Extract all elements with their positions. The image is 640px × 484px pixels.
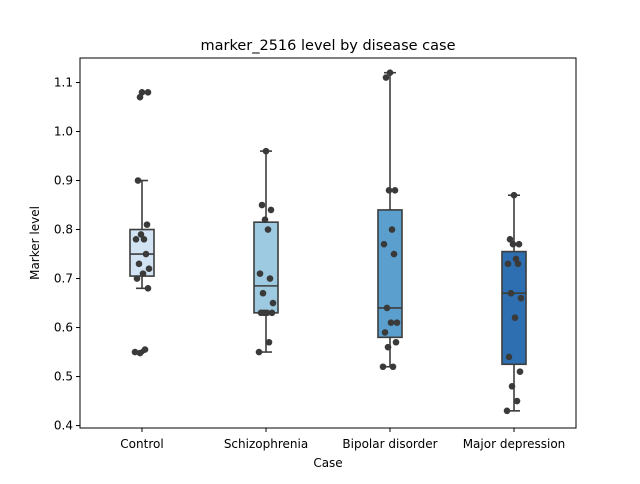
data-point [510,191,518,199]
data-point [136,349,144,357]
box-group-control [129,88,155,357]
data-point [144,285,152,292]
data-point [517,294,525,302]
data-point [143,221,151,228]
y-axis-label: Marker level [28,206,42,280]
data-point [145,265,153,273]
data-point [266,275,274,282]
box-iqr [501,250,527,366]
data-point [267,206,275,214]
data-point [136,93,144,101]
y-tick-label: 0.7 [54,272,73,286]
data-point [505,353,513,361]
x-tick-label: Bipolar disorder [342,437,437,451]
y-tick-label: 1.0 [54,125,73,139]
data-point [503,407,511,415]
chart-title: marker_2516 level by disease case [201,38,456,54]
data-point [511,314,519,322]
data-point [264,226,272,233]
x-axis-label: Case [313,456,342,470]
data-point [144,89,152,96]
data-point [137,231,145,238]
data-point [255,348,263,356]
chart-axes: 0.4 0.5 0.6 0.7 0.8 0.9 1.0 1.1 Control Schizophr… [54,76,565,451]
data-point [390,250,398,258]
data-point [504,260,512,268]
data-point [512,255,520,263]
data-point [258,201,266,209]
y-tick-label: 0.6 [54,321,73,335]
data-point [133,275,141,282]
box-group-schizophrenia [253,147,279,356]
data-point [387,319,395,326]
chart-marks [129,69,527,415]
data-point [382,74,390,81]
data-point [506,236,514,243]
data-point [134,177,142,184]
box-group-major-depression [501,191,527,415]
data-point [381,329,389,336]
y-tick-label: 1.1 [54,76,73,90]
data-point [269,299,277,307]
data-point [142,250,150,258]
data-point [262,147,270,155]
y-tick-label: 0.5 [54,370,73,384]
data-point [389,363,397,371]
y-tick-label: 0.8 [54,223,73,237]
data-point [508,383,516,390]
x-tick-label: Control [120,437,163,451]
data-point [268,309,276,317]
data-point [256,270,264,277]
data-point [380,240,388,248]
box-group-bipolar-disorder [377,69,403,371]
y-tick-label: 0.9 [54,174,73,188]
data-point [265,338,273,346]
data-point [141,346,149,353]
data-point [135,260,143,268]
box-iqr [253,221,279,314]
data-point [257,309,265,317]
data-point [261,216,269,224]
data-point [388,226,396,233]
data-point [139,270,147,277]
data-point [379,363,387,371]
data-point [507,289,515,297]
data-point [515,240,523,248]
y-tick-label: 0.4 [54,419,73,433]
data-point [140,236,148,243]
data-point [391,187,399,194]
plot-frame [79,57,577,429]
data-point [263,309,271,317]
data-point [383,304,391,312]
x-tick-label: Major depression [463,437,566,451]
data-point [259,289,267,297]
data-point [131,348,139,356]
plot-area [80,58,576,428]
data-point [509,240,517,248]
data-point [516,368,524,375]
data-point [384,343,392,351]
data-point [392,338,400,346]
x-tick-label: Schizophrenia [224,437,308,451]
data-point [132,236,140,243]
data-point [393,319,401,326]
data-point [513,397,521,405]
data-point [386,69,394,77]
data-point [385,187,393,194]
